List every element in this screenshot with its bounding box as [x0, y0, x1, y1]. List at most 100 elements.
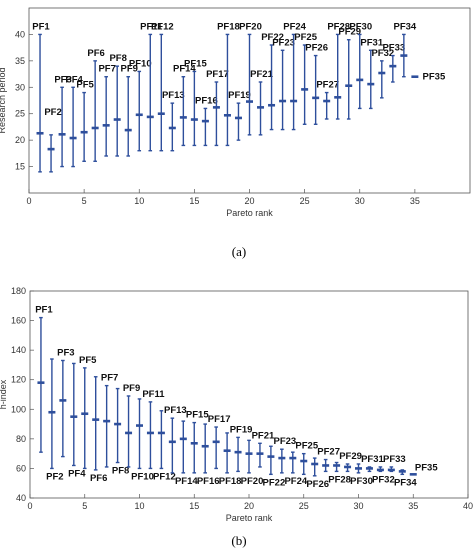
- pf-label: PF12: [153, 471, 176, 482]
- pf-label: PF32: [371, 48, 394, 59]
- x-tick-label: 20: [244, 196, 254, 206]
- x-tick-label: 15: [189, 501, 199, 511]
- pf-label: PF16: [195, 95, 218, 106]
- pf-label: PF26: [306, 479, 329, 490]
- chart-b-h-index: 0 5 10 15 20 25 30 35 40 40 60 80 100 120 140 160 180 Par…: [0, 286, 473, 523]
- x-tick-label: 5: [82, 501, 87, 511]
- x-tick-label: 25: [300, 196, 310, 206]
- y-tick-label: 100: [11, 404, 26, 414]
- pf-label: PF17: [206, 69, 229, 80]
- pf-label: PF29: [338, 27, 361, 38]
- pf-label: PF7: [101, 373, 118, 384]
- y-tick-label: 160: [11, 316, 26, 326]
- caption-a: (a): [232, 244, 246, 259]
- chart-a-research-period: 0 5 10 15 20 25 30 35 15 20 25 30 35 40 Pareto rank Res…: [0, 7, 471, 218]
- x-tick-label: 35: [410, 196, 420, 206]
- pf-label: PF12: [151, 21, 174, 32]
- x-axis-label: Pareto rank: [226, 208, 273, 218]
- pf-label: PF20: [241, 476, 264, 487]
- pf-label: PF21: [252, 430, 275, 441]
- x-tick-label: 30: [353, 501, 363, 511]
- pf-label: PF1: [35, 305, 53, 316]
- pf-label: PF22: [261, 32, 284, 43]
- x-tick-label: 10: [134, 196, 144, 206]
- x-tick-label: 5: [82, 196, 87, 206]
- y-axis-label: h-index: [0, 379, 8, 409]
- y-tick-label: 140: [11, 345, 26, 355]
- pf-label: PF4: [68, 468, 86, 479]
- pf-label: PF27: [316, 80, 339, 91]
- pf-label: PF26: [305, 43, 328, 54]
- pf-label: PF6: [87, 48, 104, 59]
- pf-label: PF13: [164, 405, 187, 416]
- pf-label: PF34: [393, 21, 416, 32]
- pf-label: PF25: [295, 441, 318, 452]
- pf-label: PF5: [76, 80, 94, 91]
- pf-label: PF34: [394, 477, 417, 488]
- pf-label: PF3: [57, 347, 74, 358]
- pf-label: PF4: [65, 74, 83, 85]
- pf-label: PF5: [79, 355, 97, 366]
- x-tick-label: 0: [26, 196, 31, 206]
- pf-label: PF20: [239, 21, 262, 32]
- pf-label: PF33: [383, 454, 406, 465]
- x-tick-label: 0: [27, 501, 32, 511]
- y-axis-label: Research period: [0, 67, 7, 133]
- pf-label: PF23: [273, 436, 296, 447]
- pf-label: PF2: [44, 107, 61, 118]
- pf-label: PF29: [339, 451, 362, 462]
- pf-label: PF33: [382, 43, 405, 54]
- pf-label: PF19: [230, 424, 253, 435]
- x-tick-label: 10: [134, 501, 144, 511]
- x-tick-label: 20: [244, 501, 254, 511]
- pf-label: PF8: [109, 53, 126, 64]
- pf-label: PF9: [121, 64, 138, 75]
- y-tick-label: 60: [16, 463, 26, 473]
- y-tick-label: 25: [15, 109, 25, 119]
- pf-label: PF17: [208, 414, 231, 425]
- pf-label: PF15: [186, 410, 209, 421]
- pf-label: PF9: [123, 383, 140, 394]
- pf-label: PF1: [32, 21, 50, 32]
- y-tick-label: 180: [11, 286, 26, 296]
- pf-label: PF30: [349, 21, 372, 32]
- pf-label: PF6: [90, 473, 107, 484]
- pf-label: PF32: [372, 474, 395, 485]
- pf-label: PF18: [217, 21, 240, 32]
- pf-label: PF3: [54, 74, 71, 85]
- pf-label: PF28: [328, 474, 351, 485]
- caption-b: (b): [231, 533, 246, 548]
- y-tick-label: 20: [15, 135, 25, 145]
- x-tick-label: 40: [463, 501, 473, 511]
- pf-label: PF31: [361, 454, 384, 465]
- pf-label: PF7: [98, 64, 115, 75]
- x-tick-label: 15: [189, 196, 199, 206]
- pf-label: PF8: [112, 466, 129, 477]
- pf-label: PF14: [175, 476, 198, 487]
- x-tick-label: 35: [408, 501, 418, 511]
- pf-label: PF14: [173, 64, 196, 75]
- y-tick-label: 15: [15, 162, 25, 172]
- y-tick-label: 40: [15, 29, 25, 39]
- pf-label: PF35: [423, 72, 446, 83]
- y-tick-label: 40: [16, 493, 26, 503]
- pf-label: PF11: [140, 21, 163, 32]
- pf-label: PF2: [46, 471, 63, 482]
- x-tick-label: 25: [299, 501, 309, 511]
- pf-label: PF35: [415, 462, 438, 473]
- y-tick-label: 80: [16, 434, 26, 444]
- pf-label: PF10: [131, 471, 154, 482]
- pf-label: PF24: [283, 21, 306, 32]
- pf-label: PF27: [317, 447, 340, 458]
- pf-label: PF31: [360, 37, 383, 48]
- pf-label: PF21: [250, 69, 273, 80]
- pf-label: PF11: [142, 389, 165, 400]
- y-tick-label: 35: [15, 56, 25, 66]
- x-axis-label: Pareto rank: [226, 513, 273, 523]
- pf-label: PF25: [294, 32, 317, 43]
- y-tick-label: 120: [11, 375, 26, 385]
- pf-label: PF24: [284, 476, 307, 487]
- y-tick-label: 30: [15, 82, 25, 92]
- pf-label: PF18: [219, 476, 242, 487]
